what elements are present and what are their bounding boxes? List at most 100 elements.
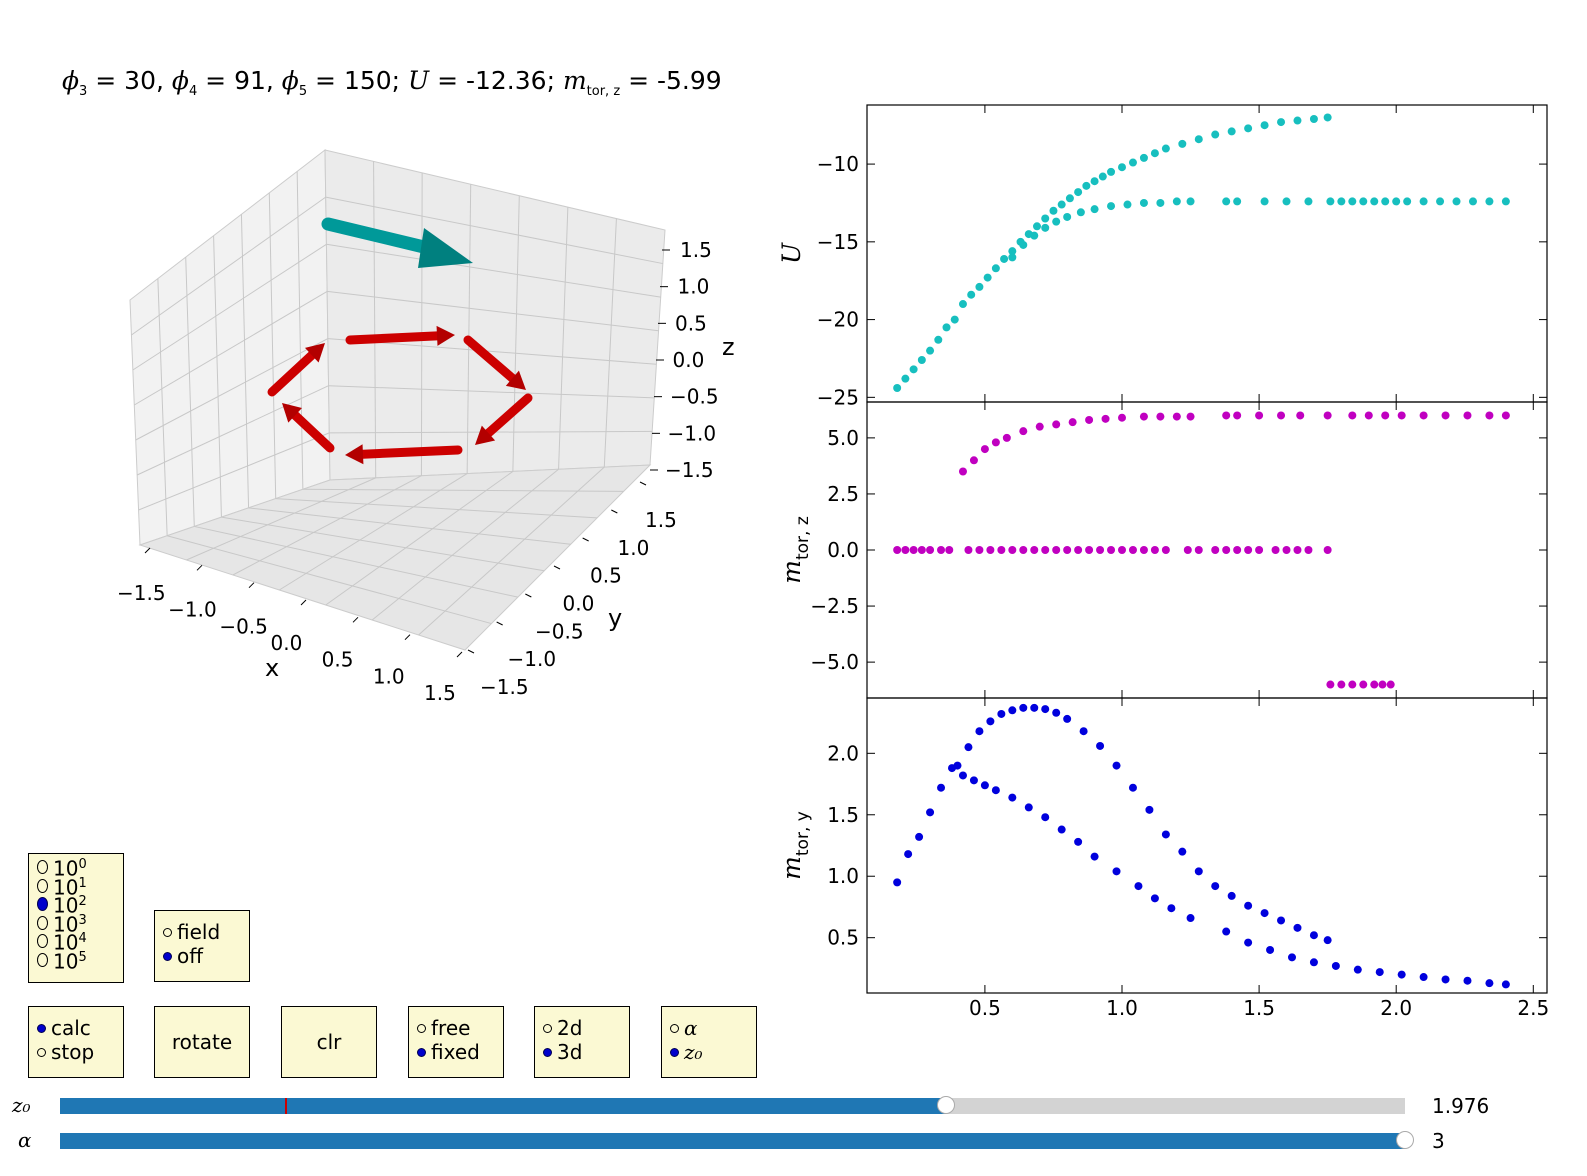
x-tick-label: 0.0 [271,631,303,655]
data-point [1233,411,1242,420]
moment-arrow-shaft [463,335,517,383]
calc-radio[interactable]: calc stop [28,1006,124,1078]
data-point [1244,124,1253,133]
data-point [986,546,995,554]
radio-option[interactable]: free [409,1016,503,1040]
data-point [1244,901,1253,910]
data-point [1337,680,1346,689]
radio-option[interactable]: field [155,920,249,944]
radio-option[interactable]: z₀ [662,1040,756,1064]
data-point [1211,546,1220,554]
field-arrow-shaft [321,217,435,255]
radio-label: α [684,1016,698,1040]
data-point [901,374,910,383]
radio-label: z₀ [684,1040,703,1064]
data-point [1041,813,1050,822]
data-point [1501,411,1510,420]
radio-option[interactable]: 2d [535,1016,629,1040]
data-point [1118,163,1126,172]
radio-option[interactable]: 100 [29,857,123,881]
data-point [1222,197,1231,206]
y-axis-label: mtor, z [777,516,813,584]
z0-slider-initial-marker [284,1098,287,1114]
dimension-radio[interactable]: 2d 3d [534,1006,630,1078]
data-point [926,346,935,355]
x-tick-label: −0.5 [219,614,268,638]
data-point [1227,891,1236,900]
data-point [1063,546,1072,554]
y-tick-label: 1.5 [645,508,677,532]
data-point [1485,979,1494,988]
data-point [1359,197,1368,206]
radio-indicator-icon [163,927,172,937]
rotate-button[interactable]: rotate [154,1006,250,1078]
data-point [991,264,1000,273]
data-point [1233,546,1242,554]
data-point [975,282,984,291]
data-point [1282,197,1291,206]
data-point [1304,546,1313,554]
radio-option[interactable]: 105 [29,950,123,973]
data-point [1024,803,1033,812]
data-point [1381,197,1390,206]
data-point [1150,546,1159,554]
data-point [1397,970,1406,979]
free-fixed-radio[interactable]: free fixed [408,1006,504,1078]
radio-option[interactable]: fixed [409,1040,503,1064]
data-point [1194,135,1203,144]
alpha-slider[interactable] [60,1131,1414,1149]
data-point [1161,144,1170,153]
plots-2d: −10 −15 −20 −25 U 5.0 2.5 0.0 −2.5 −5.0 mtor, z 2.0… [777,104,1549,1020]
radio-option[interactable]: 102 [29,894,123,918]
radio-option[interactable]: 103 [29,913,123,936]
moment-arrow-shaft [358,445,463,459]
data-point [1008,706,1017,715]
y-tick-label: −10 [817,152,859,176]
data-point [934,335,943,344]
radio-option[interactable]: off [155,944,249,968]
moment-arrow-head [304,343,325,363]
radio-option[interactable]: 3d [535,1040,629,1064]
alpha-slider-handle[interactable] [1396,1131,1414,1149]
radio-option[interactable]: 104 [29,931,123,955]
z0-slider-handle[interactable] [937,1096,956,1114]
y-tick-label: −20 [817,308,859,332]
data-point [893,384,902,393]
clear-button[interactable]: clr [281,1006,377,1078]
radio-option[interactable]: stop [29,1040,123,1064]
data-point [1441,411,1450,420]
radio-label: off [177,944,204,968]
data-point [1211,130,1220,139]
data-point [1145,805,1154,814]
data-point [1107,546,1116,554]
plot3d-view[interactable]: −1.5−1.0−0.50.00.51.01.5 −1.5−1.0−0.50.00… [0,0,780,720]
slider-param-radio[interactable]: α z₀ [661,1006,757,1078]
data-point [1041,705,1050,714]
data-point [1323,411,1332,420]
data-point [980,445,989,454]
radio-option[interactable]: calc [29,1016,123,1040]
data-point [1364,411,1373,420]
data-point [1074,837,1083,846]
y-tick-label: 2.5 [827,482,859,506]
data-point [1452,197,1461,206]
radio-option[interactable]: α [662,1016,756,1040]
radio-option[interactable]: 101 [29,876,123,899]
radio-indicator-icon [417,1023,426,1033]
data-point [1309,114,1318,123]
z0-slider[interactable] [60,1096,1405,1114]
data-point [1359,680,1368,689]
data-point [1134,882,1143,891]
data-point [1090,852,1099,861]
scatter-panel-1: −10 −15 −20 −25 U [777,104,1548,409]
data-point [1419,411,1428,420]
y-tick-label: 1.0 [618,536,650,560]
z0-slider-value: 1.976 [1432,1094,1490,1118]
data-point [926,808,935,817]
data-point [1244,938,1253,947]
iterations-radio[interactable]: 100 101 102 103 104 105 [28,853,124,983]
field-radio[interactable]: field off [154,910,250,982]
data-point [1227,127,1236,136]
data-point [1282,546,1291,554]
data-point [1096,546,1105,554]
